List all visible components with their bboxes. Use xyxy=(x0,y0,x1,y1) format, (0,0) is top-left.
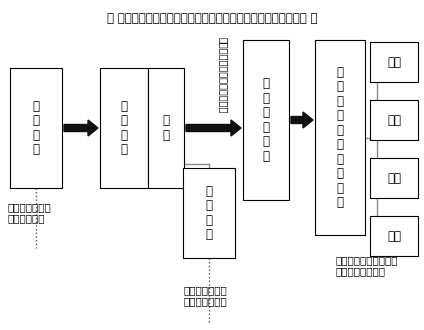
FancyArrow shape xyxy=(186,120,241,136)
FancyArrow shape xyxy=(291,112,313,128)
Text: Ａ国: Ａ国 xyxy=(387,55,401,69)
Text: 《 ＰＣＴ出願の経過～出願から国内段階への移行の手続きまで 》: 《 ＰＣＴ出願の経過～出願から国内段階への移行の手続きまで 》 xyxy=(107,12,317,25)
Bar xyxy=(370,158,418,198)
Text: 国
際
調
査: 国 際 調 査 xyxy=(120,100,128,156)
Bar xyxy=(370,100,418,140)
Text: 国
際
公
開: 国 際 公 開 xyxy=(206,185,212,241)
Bar xyxy=(370,42,418,82)
FancyArrow shape xyxy=(64,120,98,136)
Text: 出願人が請求した場合に行う: 出願人が請求した場合に行う xyxy=(218,37,228,114)
Bar xyxy=(370,216,418,256)
Text: 見
解: 見 解 xyxy=(162,114,170,142)
Text: Ｄ国: Ｄ国 xyxy=(387,229,401,243)
Text: 国
際
出
願: 国 際 出 願 xyxy=(33,100,39,156)
Text: 国
内
段
階
へ
の
移
行
手
続: 国 内 段 階 へ の 移 行 手 続 xyxy=(337,66,343,209)
Bar xyxy=(100,68,148,188)
Bar xyxy=(148,68,184,188)
Text: Ｃ国: Ｃ国 xyxy=(387,172,401,184)
Text: 原則として日本出願日
から３０ヶ月以内: 原則として日本出願日 から３０ヶ月以内 xyxy=(335,255,398,277)
Text: Ｂ国: Ｂ国 xyxy=(387,114,401,126)
Text: 日本出願日から
１２ヶ月以内: 日本出願日から １２ヶ月以内 xyxy=(8,202,52,224)
Bar xyxy=(10,68,62,188)
Bar xyxy=(315,40,365,235)
Text: 国
際
予
備
審
査: 国 際 予 備 審 査 xyxy=(262,77,270,163)
Text: 日本出願日より
１８ヶ月経過後: 日本出願日より １８ヶ月経過後 xyxy=(183,285,227,307)
Bar xyxy=(183,168,235,258)
Bar xyxy=(243,40,289,200)
